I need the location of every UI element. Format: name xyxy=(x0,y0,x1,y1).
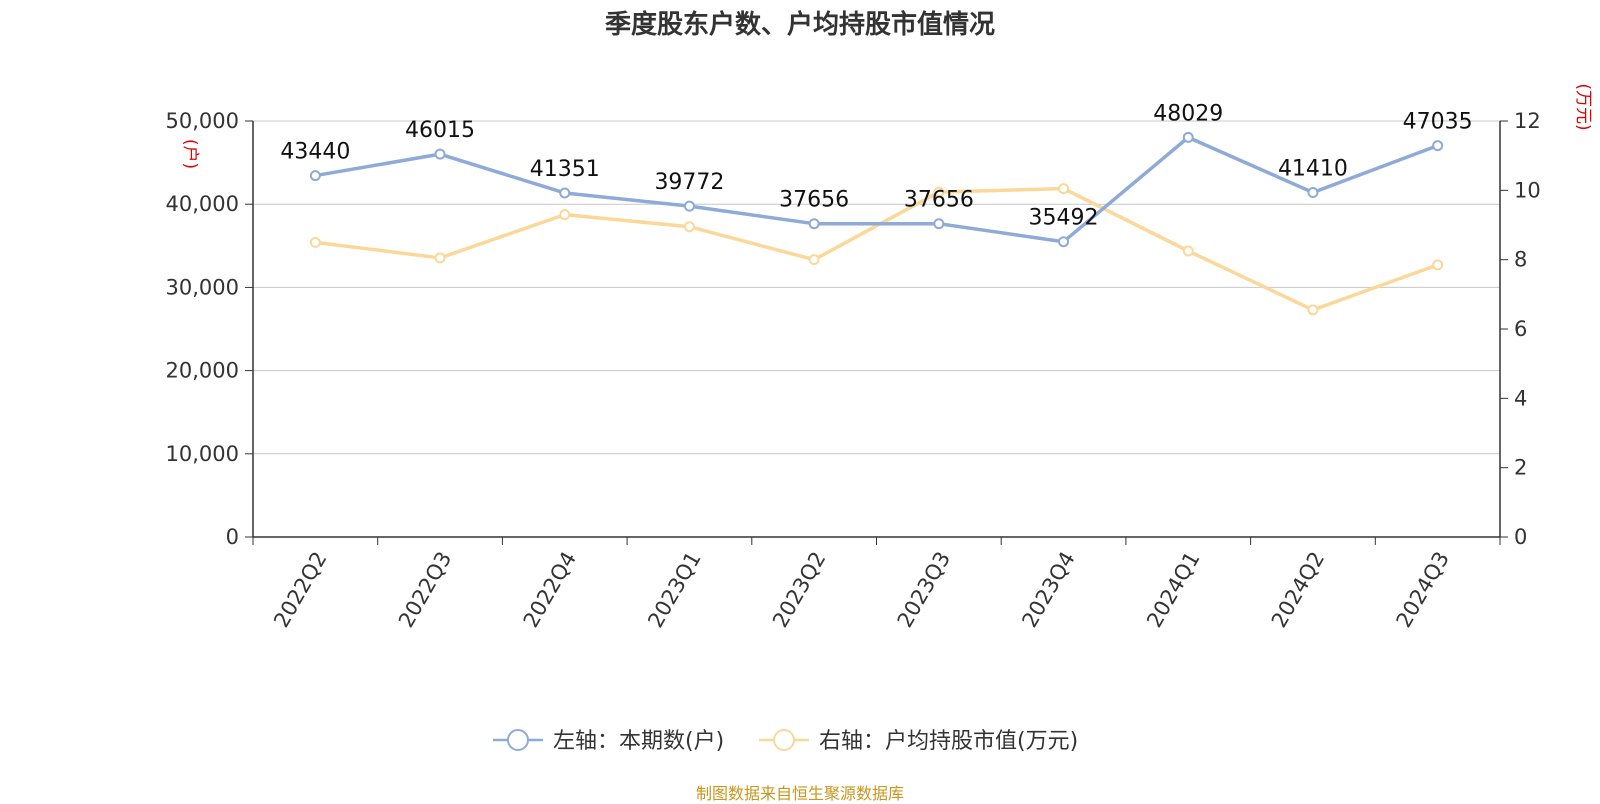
data-label: 41351 xyxy=(530,157,600,182)
series-0-point xyxy=(933,218,945,230)
line-chart: 0 10,000 20,000 30,000 40,000 50,000 0 2 4 6 8 10 12… xyxy=(166,83,1593,754)
series-0-point xyxy=(683,200,695,212)
series-1-point xyxy=(808,254,820,266)
series-0-point xyxy=(559,187,571,199)
source-note: 制图数据来自恒生聚源数据库 xyxy=(695,784,904,803)
x-tick-label: 2022Q2 xyxy=(269,548,331,632)
right-tick-label: 10 xyxy=(1514,178,1541,202)
series-0-point xyxy=(434,148,446,160)
legend-label-0: 左轴：本期数(户) xyxy=(553,729,724,754)
left-tick-label: 40,000 xyxy=(166,192,239,216)
series-0-point xyxy=(1432,140,1444,152)
data-label: 43440 xyxy=(280,140,350,165)
series-0-point xyxy=(1307,186,1319,198)
chart-title: 季度股东户数、户均持股市值情况 xyxy=(604,10,995,40)
series-1-point xyxy=(1058,183,1070,195)
data-labels: 43440 46015 41351 39772 37656 37656 35492 48029… xyxy=(280,101,1472,230)
legend-marker-0 xyxy=(507,729,529,751)
legend-marker-1 xyxy=(773,729,795,751)
series-0-point xyxy=(1058,236,1070,248)
series-1-point xyxy=(434,252,446,264)
data-label: 46015 xyxy=(405,118,475,143)
x-tick-label: 2022Q4 xyxy=(519,548,581,632)
series-0-point xyxy=(808,218,820,230)
x-tick-label: 2023Q2 xyxy=(768,548,830,632)
x-tick-label: 2024Q2 xyxy=(1267,548,1329,632)
data-label: 39772 xyxy=(654,170,724,195)
right-tick-label: 2 xyxy=(1514,456,1527,480)
data-label: 37656 xyxy=(779,188,849,213)
left-axis-unit: (户) xyxy=(180,139,200,169)
left-tick-label: 30,000 xyxy=(166,275,239,299)
series-1-point xyxy=(1432,259,1444,271)
right-axis-unit: (万元) xyxy=(1573,83,1593,130)
right-tick-label: 0 xyxy=(1514,525,1527,549)
right-tick-label: 4 xyxy=(1514,386,1527,410)
grid-lines xyxy=(253,120,1500,455)
right-tick-label: 12 xyxy=(1514,109,1541,133)
data-label: 41410 xyxy=(1278,156,1348,181)
series-1-point xyxy=(683,221,695,233)
right-tick-label: 8 xyxy=(1514,248,1527,272)
left-tick-label: 50,000 xyxy=(166,109,239,133)
left-tick-label: 10,000 xyxy=(166,442,239,466)
series-1-point xyxy=(559,209,571,221)
x-tick-label: 2023Q4 xyxy=(1017,548,1079,632)
legend-label-1: 右轴：户均持股市值(万元) xyxy=(819,729,1078,754)
left-tick-label: 0 xyxy=(226,525,239,549)
x-tick-label: 2024Q3 xyxy=(1392,548,1454,632)
x-tick-label: 2023Q3 xyxy=(893,548,955,632)
series-1-point xyxy=(1307,304,1319,316)
series-1-point xyxy=(309,236,321,248)
series-0-point xyxy=(309,170,321,182)
legend: 左轴：本期数(户) 右轴：户均持股市值(万元) xyxy=(493,729,1078,754)
series-1-point xyxy=(933,186,945,198)
series xyxy=(309,131,1444,316)
data-label: 37656 xyxy=(904,188,974,213)
x-tick-label: 2023Q1 xyxy=(643,548,705,632)
data-label: 48029 xyxy=(1153,101,1223,126)
series-line-0 xyxy=(315,135,1439,244)
data-label: 47035 xyxy=(1403,110,1473,135)
series-1-point xyxy=(1182,245,1194,257)
left-tick-label: 20,000 xyxy=(166,359,239,383)
x-tick-label: 2022Q3 xyxy=(394,548,456,632)
series-line-1 xyxy=(315,186,1439,312)
data-label: 35492 xyxy=(1029,206,1099,231)
series-0-point xyxy=(1182,131,1194,143)
right-tick-label: 6 xyxy=(1514,317,1527,341)
x-tick-label: 2024Q1 xyxy=(1142,548,1204,632)
